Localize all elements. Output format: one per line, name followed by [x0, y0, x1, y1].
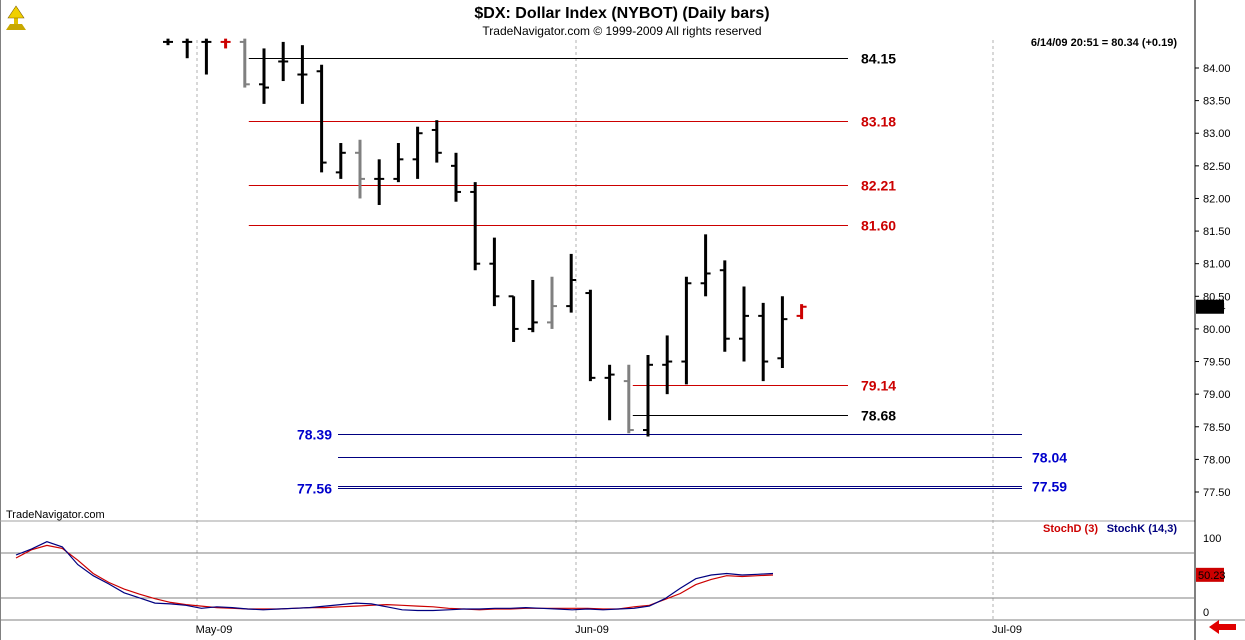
price-tick-label: 78.50 [1203, 422, 1231, 434]
last-price-label: 80.34 [1198, 302, 1226, 314]
ohlc-bar [566, 253, 577, 313]
price-tick-label: 83.50 [1203, 96, 1231, 108]
price-tick-label: 83.00 [1203, 128, 1231, 140]
ohlc-bar [374, 159, 385, 205]
date-axis: May-09 Jun-09 Jul-09 [196, 624, 1022, 636]
stoch-tick-label: 100 [1203, 533, 1221, 545]
ohlc-bar [719, 260, 730, 352]
ohlc-bar [604, 364, 615, 421]
grid [196, 40, 994, 620]
price-tick-label: 79.50 [1203, 357, 1231, 369]
price-tick-label: 77.50 [1203, 487, 1231, 499]
ohlc-bar [316, 64, 327, 173]
ohlc-bar [547, 276, 557, 329]
level-label: 82.21 [861, 178, 896, 194]
price-tick-label: 81.50 [1203, 226, 1231, 238]
price-tick-label: 79.00 [1203, 389, 1231, 401]
stochk-legend: StochK (14,3) [1107, 523, 1178, 535]
price-bars [163, 38, 807, 437]
price-tick-label: 82.50 [1203, 161, 1231, 173]
ohlc-bar [470, 182, 481, 271]
price-tick-label: 84.00 [1203, 63, 1231, 75]
trade-navigator-logo-icon [6, 5, 26, 30]
ohlc-bar [643, 355, 653, 437]
ohlc-bar [259, 48, 269, 104]
level-label: 81.60 [861, 218, 896, 234]
ohlc-bar [201, 38, 212, 75]
ohlc-bar [412, 126, 423, 179]
stoch-line [15, 544, 774, 611]
price-tick-label: 80.00 [1203, 324, 1231, 336]
ohlc-bar [239, 38, 250, 88]
ohlc-bar [662, 335, 673, 395]
ohlc-bar [508, 295, 519, 342]
level-label: 77.56 [297, 481, 332, 497]
level-label: 77.59 [1032, 479, 1067, 495]
ohlc-bar [527, 280, 538, 333]
ohlc-bar [623, 364, 634, 434]
level-label: 78.04 [1032, 450, 1067, 466]
ohlc-bar [220, 38, 231, 49]
ohlc-bar [163, 38, 173, 46]
price-axis: 84.0083.5083.0082.5082.0081.5081.0080.50… [1195, 63, 1231, 499]
ohlc-bar [393, 143, 404, 183]
ohlc-bar [585, 289, 596, 382]
stoch-last-box [1196, 567, 1224, 582]
price-tick-label: 82.00 [1203, 193, 1231, 205]
ohlc-bar [297, 45, 308, 104]
ohlc-bar [355, 139, 365, 199]
level-label: 79.14 [861, 378, 896, 394]
ohlc-bar [451, 152, 461, 202]
ohlc-bar [489, 237, 500, 307]
level-label: 78.39 [297, 427, 332, 443]
ohlc-bar [431, 120, 442, 163]
date-tick-label: Jun-09 [575, 624, 609, 636]
support-resistance-levels: 84.15 83.18 82.21 81.60 79.14 78.68 78.39 78.04… [248, 51, 1067, 497]
chart-subtitle: TradeNavigator.com © 1999-2009 All right… [482, 24, 761, 38]
scroll-left-arrow-icon[interactable] [1209, 620, 1236, 634]
stochd-legend: StochD (3) [1043, 523, 1098, 535]
level-label: 83.18 [861, 114, 896, 130]
stoch-last-label: 50.23 [1198, 570, 1226, 582]
stoch-line [15, 541, 774, 612]
date-tick-label: Jul-09 [992, 624, 1022, 636]
price-tick-label: 78.00 [1203, 454, 1231, 466]
stoch-tick-label: 0 [1203, 607, 1209, 619]
level-label: 84.15 [861, 51, 896, 67]
date-tick-label: May-09 [196, 624, 233, 636]
last-quote: 6/14/09 20:51 = 80.34 (+0.19) [1031, 37, 1178, 49]
ohlc-bar [681, 276, 692, 385]
ohlc-bar [700, 234, 711, 297]
ohlc-bar [335, 143, 346, 179]
price-tick-label: 81.00 [1203, 259, 1231, 271]
ohlc-bar [777, 296, 788, 369]
ohlc-bar [758, 302, 769, 382]
ohlc-bar [278, 41, 289, 82]
ohlc-bar [739, 286, 749, 362]
chart-title: $DX: Dollar Index (NYBOT) (Daily bars) [474, 5, 769, 22]
watermark: TradeNavigator.com [6, 509, 105, 521]
level-label: 78.68 [861, 408, 896, 424]
ohlc-bar [796, 304, 807, 320]
stochastic-panel: StochD (3) StochK (14,3) 100 0 50.23 [0, 523, 1226, 619]
last-price-box [1196, 299, 1224, 314]
ohlc-bar [182, 38, 193, 59]
